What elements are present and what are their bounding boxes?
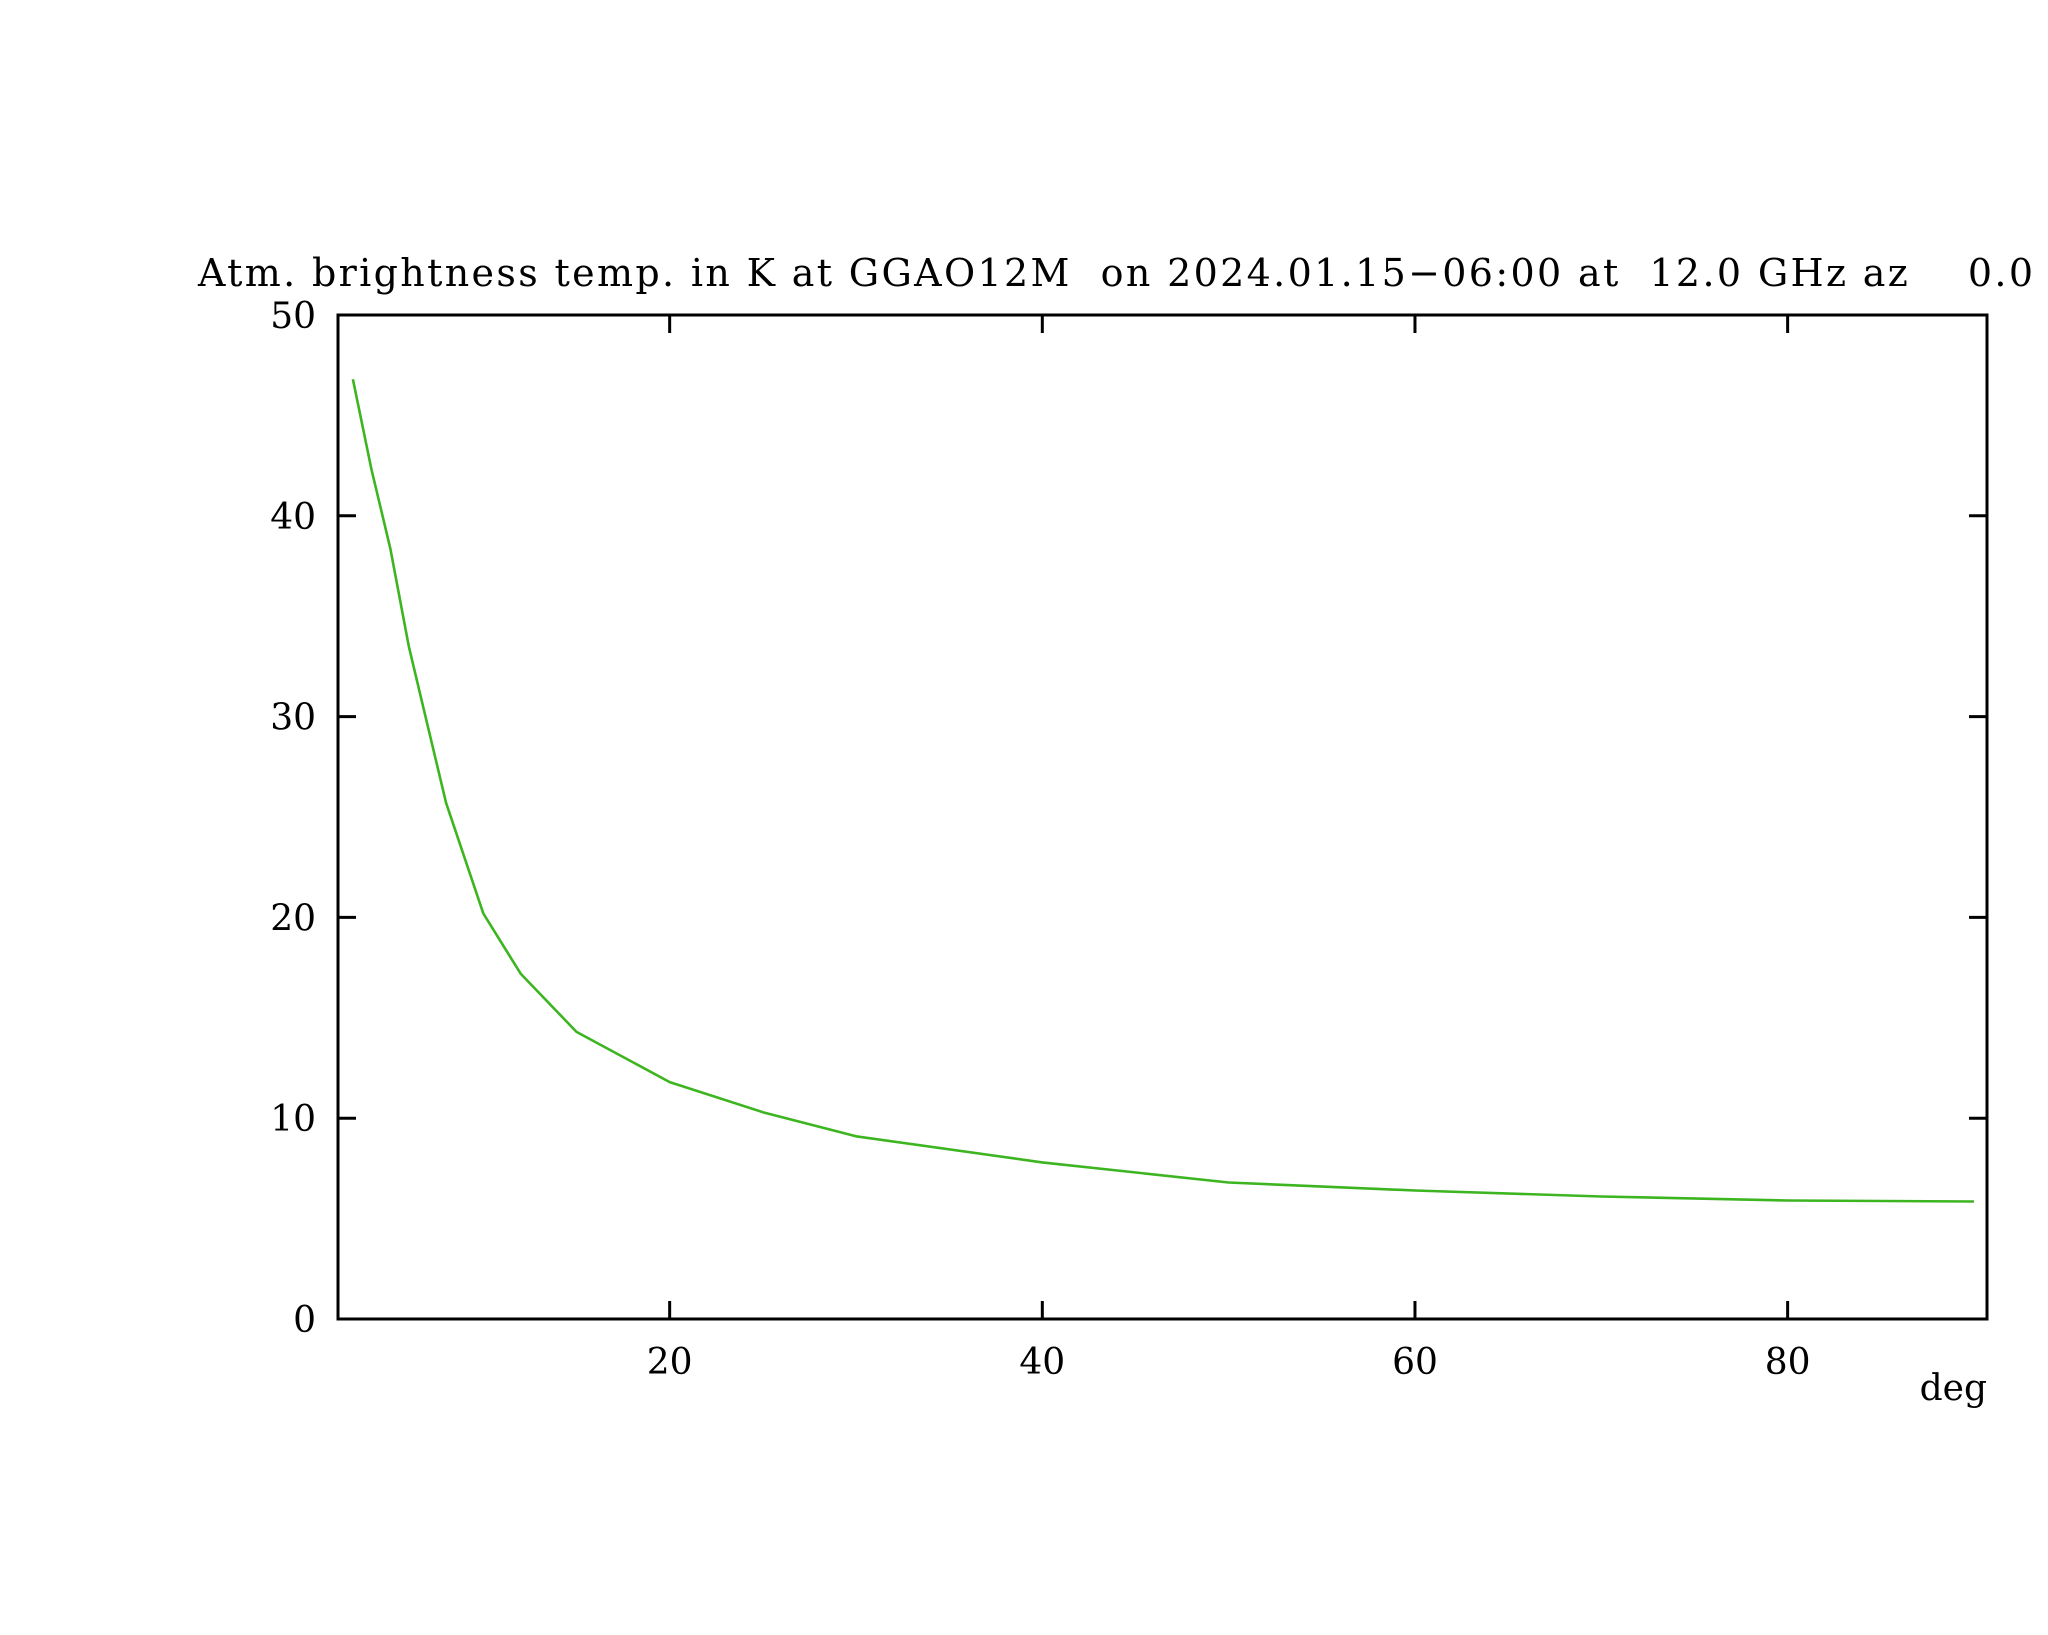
x-tick-label: 20 <box>647 1342 693 1383</box>
x-axis-label: deg <box>1920 1368 1987 1409</box>
y-tick-label: 20 <box>270 898 316 939</box>
chart-title: Atm. brightness temp. in K at GGAO12M on… <box>197 251 2033 295</box>
line-series <box>351 379 1975 1203</box>
x-tick-label: 60 <box>1392 1342 1438 1383</box>
plot-frame <box>336 313 1989 1321</box>
y-tick-label: 30 <box>270 698 316 739</box>
y-tick-label: 50 <box>270 296 316 337</box>
y-tick-label: 40 <box>270 497 316 538</box>
y-tick-label: 0 <box>293 1300 316 1341</box>
x-tick-label: 40 <box>1019 1342 1065 1383</box>
y-tick-label: 10 <box>270 1099 316 1140</box>
x-tick-label: 80 <box>1765 1342 1811 1383</box>
